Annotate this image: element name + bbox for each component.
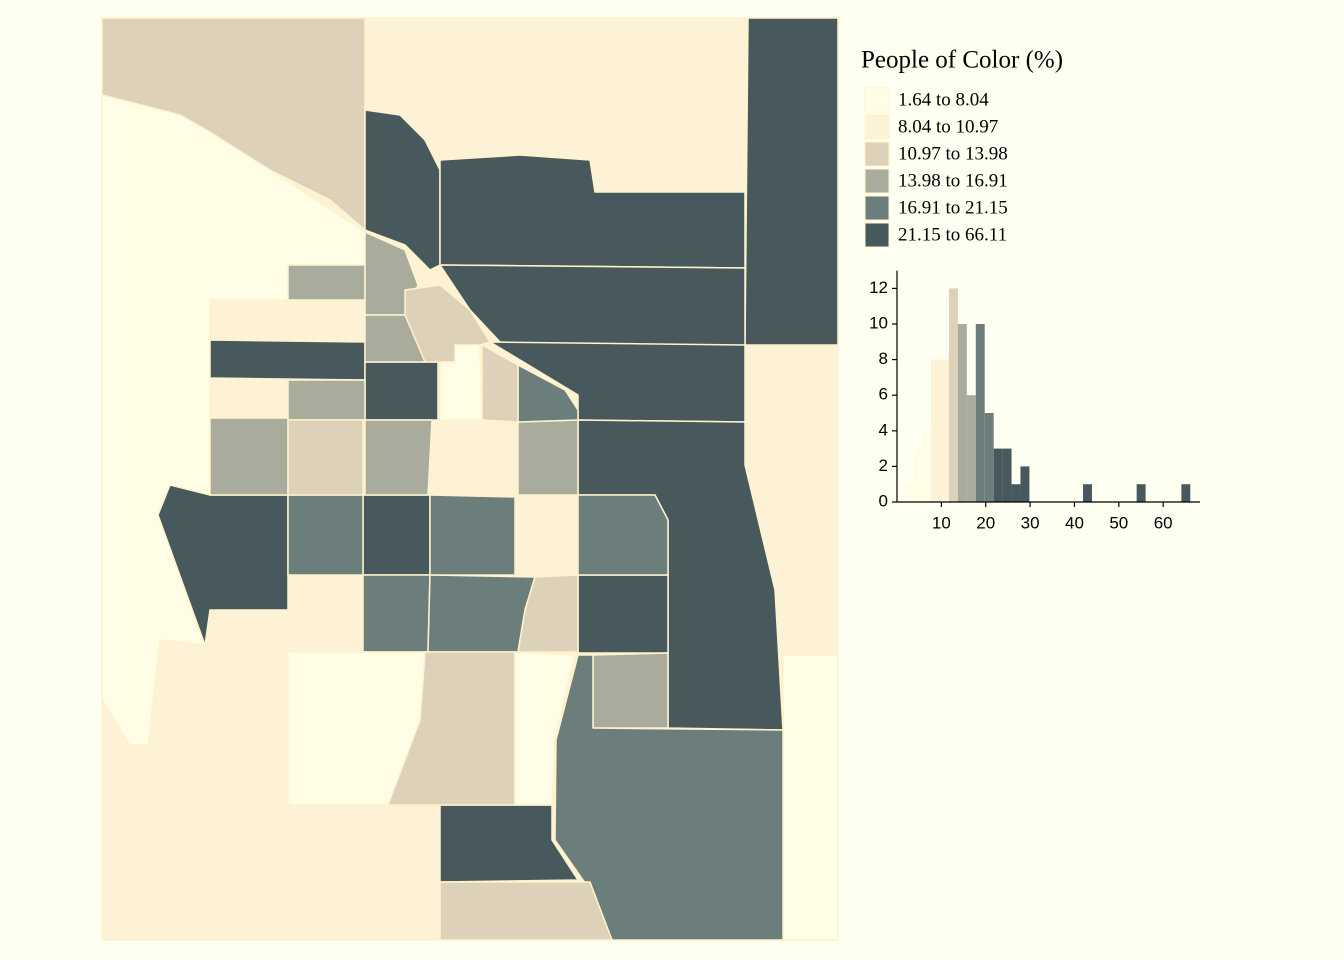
district: [287, 651, 426, 806]
legend-title: People of Color (%): [861, 47, 1063, 74]
legend-swatch: [864, 141, 890, 167]
y-tick-label: 6: [879, 385, 888, 404]
district: [439, 344, 483, 421]
hist-bar: [940, 359, 949, 502]
district: [287, 494, 364, 576]
district: [287, 419, 364, 496]
y-tick-label: 4: [879, 420, 888, 439]
legend-label: 13.98 to 16.91: [898, 170, 1008, 191]
legend-swatch: [864, 87, 890, 113]
x-tick-label: 40: [1065, 513, 1084, 532]
legend-swatch: [864, 114, 890, 140]
legend-swatch: [864, 222, 890, 248]
legend-label: 16.91 to 21.15: [898, 197, 1008, 218]
district: [517, 574, 579, 653]
hist-bar: [957, 324, 967, 502]
district: [364, 361, 439, 421]
district: [209, 417, 289, 496]
district: [782, 654, 839, 941]
hist-bar: [984, 413, 994, 502]
district: [427, 574, 536, 653]
x-tick-label: 20: [976, 513, 995, 532]
hist-bar: [966, 395, 976, 502]
district: [364, 419, 433, 496]
legend-label: 21.15 to 66.11: [898, 224, 1007, 245]
hist-bar: [1011, 484, 1021, 502]
legend-swatch: [864, 168, 890, 194]
hist-bar: [1002, 448, 1012, 502]
x-tick-label: 30: [1021, 513, 1040, 532]
district: [362, 574, 431, 653]
y-tick-label: 0: [879, 491, 888, 510]
y-tick-label: 8: [879, 349, 888, 368]
hist-bar: [922, 430, 932, 502]
map: [101, 17, 839, 941]
district: [577, 494, 669, 576]
district: [517, 419, 579, 496]
hist-bar: [1136, 484, 1146, 502]
hist-bar: [993, 448, 1003, 502]
x-tick-label: 60: [1154, 513, 1173, 532]
x-tick-label: 10: [932, 513, 951, 532]
y-tick-label: 12: [869, 278, 888, 297]
legend: 1.64 to 8.04 8.04 to 10.97 10.97 to 13.98 1…: [864, 87, 1008, 248]
legend-label: 10.97 to 13.98: [898, 143, 1008, 164]
district: [744, 17, 839, 346]
hist-bar: [913, 448, 923, 502]
hist-bar: [1083, 484, 1092, 502]
x-tick-label: 50: [1109, 513, 1128, 532]
hist-bar: [931, 359, 941, 502]
district: [209, 339, 366, 381]
district: [439, 881, 613, 941]
district: [101, 94, 366, 746]
hist-bar: [1020, 466, 1030, 502]
legend-swatch: [864, 195, 890, 221]
hist-bar: [975, 324, 985, 502]
legend-label: 8.04 to 10.97: [898, 116, 998, 137]
hist-bar: [948, 288, 958, 502]
district: [577, 574, 669, 654]
y-tick-label: 10: [869, 313, 888, 332]
district: [287, 264, 366, 301]
hist-bar: [1181, 484, 1191, 502]
district: [592, 652, 669, 729]
district: [554, 654, 784, 941]
hist-bar: [904, 484, 914, 502]
histogram: 0 2 4 6 8 10 12 10 20 30 40 50 60: [869, 270, 1200, 532]
legend-label: 1.64 to 8.04: [898, 89, 989, 110]
y-tick-label: 2: [879, 456, 888, 475]
district: [287, 379, 366, 421]
district: [362, 494, 431, 576]
district: [429, 494, 516, 576]
district: [514, 651, 576, 806]
